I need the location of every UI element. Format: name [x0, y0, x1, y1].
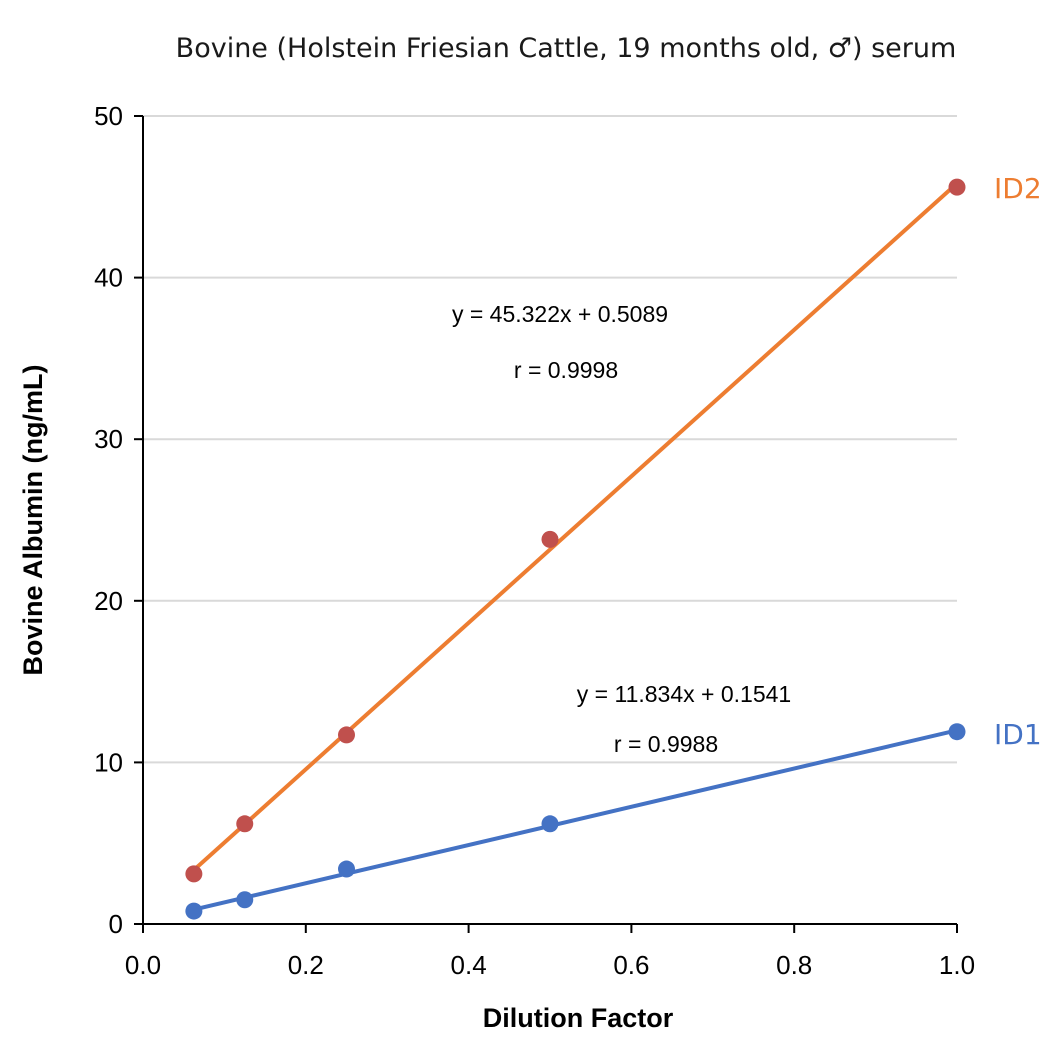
trend-lines — [191, 181, 959, 912]
y-tick-label-40: 40 — [94, 263, 123, 293]
y-tick-label-30: 30 — [94, 424, 123, 454]
id1-equation: y = 11.834x + 0.1541 — [577, 681, 791, 707]
data-point-id1-0 — [185, 902, 203, 920]
series-label-id1: ID1 — [994, 718, 1042, 751]
data-point-id2-0 — [185, 865, 203, 883]
chart-title: Bovine (Holstein Friesian Cattle, 19 mon… — [176, 33, 957, 64]
data-point-id1-4 — [948, 723, 966, 741]
x-tick-labels: 0.0 0.2 0.4 0.6 0.8 1.0 — [125, 950, 975, 980]
id1-correlation: r = 0.9988 — [614, 731, 718, 757]
data-points — [185, 178, 966, 920]
data-point-id2-1 — [236, 815, 254, 833]
x-tick-label-0.2: 0.2 — [288, 950, 324, 980]
data-point-id1-2 — [338, 860, 355, 878]
y-tick-label-10: 10 — [94, 747, 123, 777]
data-point-id2-4 — [948, 178, 966, 196]
y-tick-label-50: 50 — [94, 101, 123, 131]
trend-line-id1 — [191, 728, 959, 912]
y-axis-label: Bovine Albumin (ng/mL) — [18, 365, 48, 676]
data-point-id2-2 — [338, 726, 355, 744]
y-tick-labels: 0 10 20 30 40 50 — [94, 101, 123, 939]
x-tick-label-0.8: 0.8 — [776, 950, 812, 980]
y-tick-label-0: 0 — [109, 909, 123, 939]
data-point-id2-3 — [541, 530, 559, 548]
gridlines — [143, 115, 957, 764]
trend-line-id2 — [191, 181, 959, 873]
y-tick-label-20: 20 — [94, 586, 123, 616]
x-tick-label-0.6: 0.6 — [613, 950, 649, 980]
id2-equation: y = 45.322x + 0.5089 — [452, 301, 668, 327]
x-tick-label-0.4: 0.4 — [451, 950, 487, 980]
series-label-id2: ID2 — [994, 172, 1042, 205]
x-tick-label-1.0: 1.0 — [939, 950, 975, 980]
x-tick-label-0.0: 0.0 — [125, 950, 161, 980]
data-point-id1-3 — [541, 815, 559, 833]
data-point-id1-1 — [236, 891, 254, 909]
axes — [134, 115, 958, 933]
x-axis-label: Dilution Factor — [483, 1003, 674, 1033]
id2-correlation: r = 0.9998 — [514, 357, 618, 383]
